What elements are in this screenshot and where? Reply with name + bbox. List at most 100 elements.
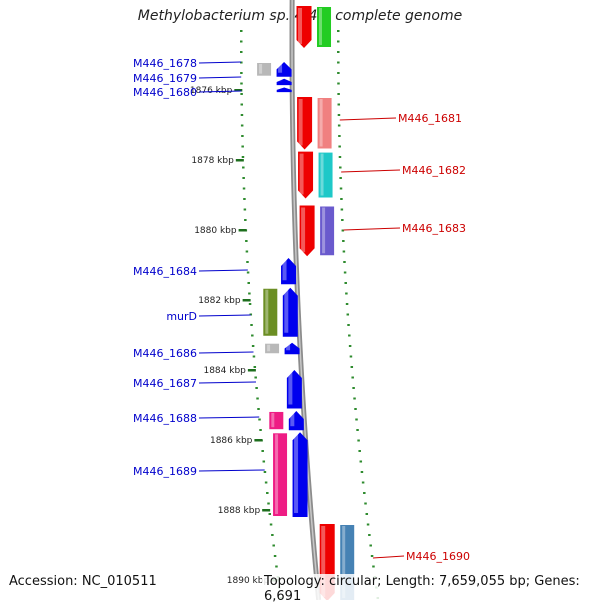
guide-dot-outer: [371, 555, 374, 557]
guide-dot-outer: [342, 240, 345, 242]
guide-dot-inner: [275, 566, 278, 568]
guide-dot-inner: [254, 366, 256, 368]
guide-dot-outer: [347, 314, 350, 316]
guide-dot-inner: [249, 303, 252, 305]
guide-dot-inner: [272, 545, 275, 547]
scale-tick-label: 1880 kbp: [194, 226, 237, 236]
guide-dot-outer: [350, 356, 353, 358]
guide-dot-outer: [338, 135, 341, 137]
guide-dot-outer: [338, 114, 341, 116]
guide-dot-outer: [351, 366, 354, 368]
gene-shine: [290, 413, 294, 426]
gene-label[interactable]: M446_1688: [133, 412, 197, 425]
gene-label[interactable]: M446_1679: [133, 72, 197, 85]
label-leader-line: [344, 228, 400, 230]
guide-dot-inner: [240, 41, 243, 43]
label-leader-line: [341, 170, 400, 172]
scale-tick-label: 1884 kbp: [203, 366, 246, 376]
gene-label[interactable]: M446_1681: [398, 112, 462, 125]
guide-dot-outer: [340, 188, 343, 190]
guide-dot-outer: [343, 261, 346, 263]
gene-M446_1688[interactable]: [269, 411, 304, 430]
guide-dot-outer: [339, 156, 342, 158]
guide-dot-inner: [244, 219, 247, 221]
scale-tick-mark: [248, 369, 256, 372]
guide-dot-outer: [361, 471, 364, 473]
guide-dot-inner: [266, 492, 269, 494]
guide-dot-inner: [242, 167, 245, 169]
cog-shine: [259, 64, 262, 74]
guide-dot-inner: [243, 198, 246, 200]
guide-dot-inner: [258, 419, 261, 421]
gene-M446_1678[interactable]: [257, 62, 292, 77]
gene-M446_1683[interactable]: [300, 206, 335, 257]
guide-dot-outer: [368, 534, 371, 536]
gene-label[interactable]: M446_1690: [406, 550, 470, 563]
guide-dot-outer: [367, 524, 370, 526]
guide-dot-inner: [271, 534, 274, 536]
gene-label[interactable]: M446_1683: [402, 222, 466, 235]
guide-dot-outer: [357, 440, 360, 442]
guide-dot-inner: [265, 482, 268, 484]
guide-dot-outer: [338, 146, 341, 148]
guide-dot-inner: [256, 398, 259, 400]
label-leader-line: [199, 315, 251, 316]
guide-dot-inner: [251, 335, 254, 337]
scale-tick-label: 1886 kbp: [210, 436, 253, 446]
gene-M446_1679[interactable]: [277, 79, 292, 85]
guide-dot-outer: [337, 30, 340, 32]
gene-label[interactable]: M446_1687: [133, 377, 197, 390]
gene-shine: [284, 290, 288, 333]
guide-dot-inner: [247, 272, 250, 274]
guide-dot-outer: [337, 62, 340, 64]
guide-dot-outer: [348, 335, 351, 337]
gene-M446_1686[interactable]: [265, 343, 300, 355]
guide-dot-inner: [253, 356, 256, 358]
gene-label[interactable]: M446_1680: [133, 86, 197, 99]
label-leader-line: [199, 417, 259, 418]
label-leader-line: [199, 352, 253, 353]
guide-dot-outer: [358, 450, 361, 452]
guide-dot-outer: [340, 198, 343, 200]
guide-dot-inner: [247, 282, 250, 284]
scale-tick-mark: [262, 509, 270, 512]
gene-label[interactable]: murD: [166, 310, 197, 323]
label-leader-line: [199, 62, 241, 63]
gene-label[interactable]: M446_1686: [133, 347, 197, 360]
guide-dot-inner: [244, 209, 247, 211]
guide-dot-inner: [243, 188, 246, 190]
guide-dot-inner: [255, 387, 258, 389]
gene-M446_1682[interactable]: [298, 152, 333, 199]
guide-dot-outer: [337, 93, 340, 95]
guide-dot-inner: [241, 135, 244, 137]
gene-shine: [278, 64, 282, 73]
guide-dot-outer: [364, 503, 367, 505]
guide-dot-outer: [347, 324, 350, 326]
gene-murD[interactable]: [263, 288, 298, 337]
label-leader-line: [373, 556, 404, 558]
gene-label[interactable]: M446_1682: [402, 164, 466, 177]
gene-label[interactable]: M446_1678: [133, 57, 197, 70]
guide-dot-inner: [240, 51, 243, 53]
gene-shine: [294, 434, 298, 513]
gene-partial[interactable]: [297, 6, 332, 48]
guide-dot-outer: [355, 419, 358, 421]
gene-arrow[interactable]: [277, 79, 292, 85]
gene-M446_1680[interactable]: [277, 88, 292, 93]
gene-M446_1681[interactable]: [297, 97, 332, 150]
gene-label[interactable]: M446_1689: [133, 465, 197, 478]
gene-arrow[interactable]: [277, 88, 292, 93]
gene-M446_1687[interactable]: [287, 370, 302, 409]
guide-dot-outer: [344, 272, 347, 274]
guide-dot-inner: [263, 461, 266, 463]
guide-dot-outer: [339, 177, 342, 179]
guide-dot-inner: [246, 251, 249, 253]
label-leader-line: [340, 118, 396, 120]
cog-shine: [267, 345, 270, 352]
guide-dot-inner: [274, 555, 277, 557]
guide-dot-outer: [337, 72, 340, 74]
gene-label[interactable]: M446_1684: [133, 265, 197, 278]
guide-dot-inner: [269, 513, 272, 515]
gene-M446_1689[interactable]: [273, 432, 308, 517]
guide-dot-outer: [341, 209, 344, 211]
